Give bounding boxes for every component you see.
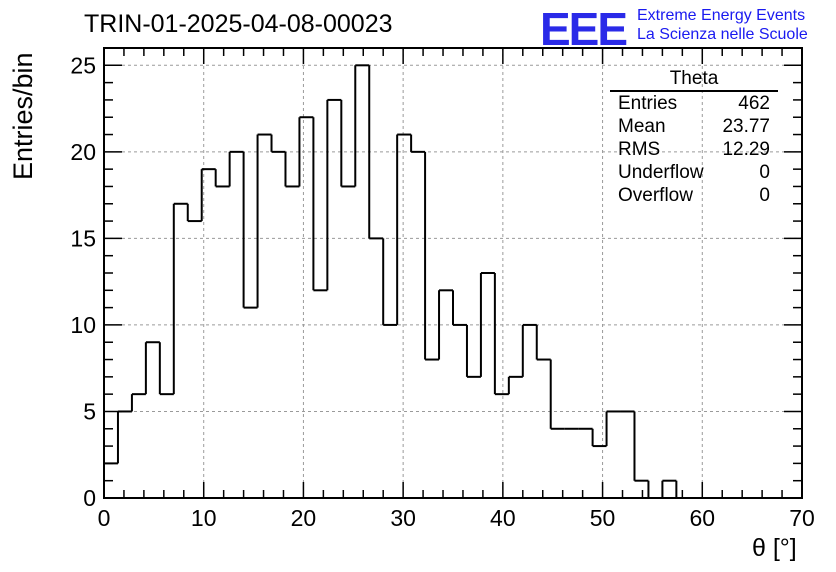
x-tick-label: 20 bbox=[291, 505, 317, 531]
stats-label: RMS bbox=[618, 139, 661, 160]
x-tick-label: 10 bbox=[191, 505, 217, 531]
x-tick-label: 70 bbox=[789, 505, 815, 531]
stats-row: Overflow 0 bbox=[610, 184, 778, 207]
y-tick-label: 5 bbox=[83, 398, 96, 424]
y-tick-label: 10 bbox=[70, 312, 96, 338]
x-tick-label: 0 bbox=[98, 505, 111, 531]
stats-value: 23.77 bbox=[722, 116, 770, 137]
stats-label: Overflow bbox=[618, 185, 693, 206]
chart-title: TRIN-01-2025-04-08-00023 bbox=[84, 10, 393, 38]
stats-value: 462 bbox=[738, 93, 770, 114]
stats-value: 12.29 bbox=[722, 139, 770, 160]
stats-row: Underflow 0 bbox=[610, 161, 778, 184]
x-tick-label: 60 bbox=[689, 505, 715, 531]
stats-value: 0 bbox=[759, 162, 770, 183]
stats-value: 0 bbox=[759, 185, 770, 206]
logo-line-2: La Scienza nelle Scuole bbox=[637, 26, 808, 43]
stats-box: Theta Entries 462 Mean 23.77 RMS 12.29 U… bbox=[610, 68, 778, 207]
stats-row: Entries 462 bbox=[610, 92, 778, 115]
stats-label: Entries bbox=[618, 93, 678, 114]
plot-frame bbox=[103, 47, 803, 499]
y-tick-label: 0 bbox=[83, 485, 96, 511]
x-axis-label: θ [°] bbox=[752, 534, 797, 562]
logo-line-1: Extreme Energy Events bbox=[637, 7, 806, 24]
stats-row: RMS 12.29 bbox=[610, 138, 778, 161]
x-tick-label: 40 bbox=[490, 505, 516, 531]
logo-text: Extreme Energy Events La Scienza nelle S… bbox=[637, 6, 808, 44]
stats-label: Mean bbox=[618, 116, 666, 137]
x-tick-label: 30 bbox=[390, 505, 416, 531]
y-tick-label: 20 bbox=[70, 139, 96, 165]
x-tick-label: 50 bbox=[590, 505, 616, 531]
stats-label: Underflow bbox=[618, 162, 704, 183]
stats-title: Theta bbox=[610, 68, 778, 92]
y-tick-label: 25 bbox=[70, 52, 96, 78]
y-axis-label: Entries/bin bbox=[8, 52, 38, 180]
stats-row: Mean 23.77 bbox=[610, 115, 778, 138]
eee-logo: EEE bbox=[540, 3, 628, 55]
y-tick-label: 15 bbox=[70, 225, 96, 251]
